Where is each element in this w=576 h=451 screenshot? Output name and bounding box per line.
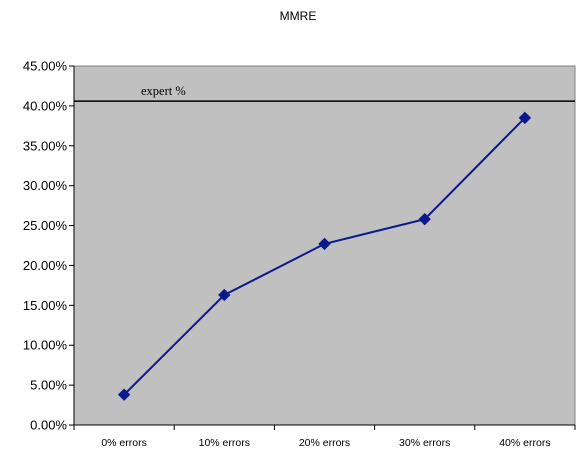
x-tick-label: 30% errors xyxy=(399,437,450,449)
data-point xyxy=(418,212,431,226)
y-axis: 0.00% 5.00% 10.00% 15.00% 20.00% 25.00% 30.00%… xyxy=(23,59,75,433)
x-axis: 0% errors 10% errors 20% errors 30% errors 4… xyxy=(73,424,576,449)
y-tick-label: 0.00% xyxy=(30,418,67,433)
data-point xyxy=(218,288,231,302)
y-tick-label: 25.00% xyxy=(23,218,68,233)
x-tick-label: 20% errors xyxy=(299,437,350,449)
y-tick-label: 30.00% xyxy=(23,178,68,193)
data-point xyxy=(518,111,532,125)
y-tick-label: 40.00% xyxy=(23,98,68,113)
y-tick-label: 5.00% xyxy=(30,378,67,393)
data-point xyxy=(318,237,331,251)
y-tick-label: 10.00% xyxy=(23,338,68,353)
chart-title: MMRE xyxy=(280,9,317,23)
series-mmre xyxy=(117,111,532,401)
x-tick-label: 40% errors xyxy=(499,437,550,449)
data-point xyxy=(117,388,131,401)
y-tick-label: 45.00% xyxy=(23,59,68,74)
y-tick-label: 15.00% xyxy=(23,298,68,313)
y-tick-label: 20.00% xyxy=(23,258,68,273)
x-tick-label: 10% errors xyxy=(199,437,250,449)
y-tick-label: 35.00% xyxy=(23,138,68,153)
x-tick-label: 0% errors xyxy=(101,437,147,449)
expert-reference: expert % xyxy=(74,84,575,102)
expert-reference-label: expert % xyxy=(141,84,186,98)
